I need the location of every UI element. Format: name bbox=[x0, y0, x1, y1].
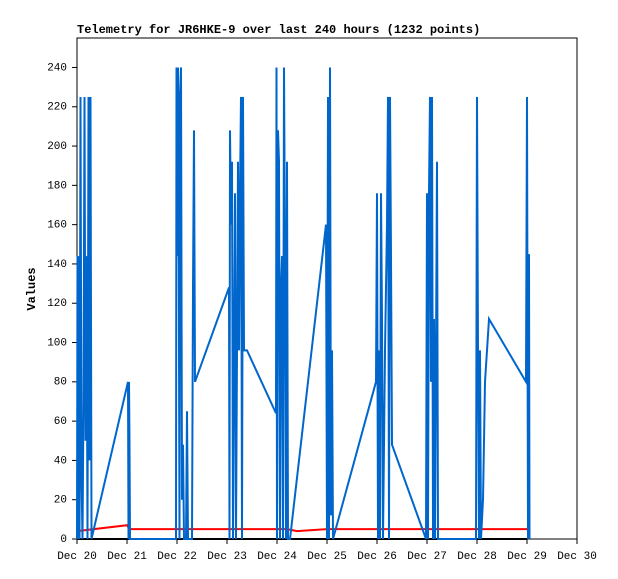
y-tick-label: 240 bbox=[47, 62, 67, 74]
x-tick-label: Dec 30 bbox=[557, 551, 597, 563]
x-tick-label: Dec 29 bbox=[507, 551, 547, 563]
y-tick-label: 120 bbox=[47, 298, 67, 310]
y-tick-label: 60 bbox=[54, 416, 67, 428]
x-tick-label: Dec 21 bbox=[107, 551, 147, 563]
x-tick-label: Dec 27 bbox=[407, 551, 447, 563]
y-tick-label: 220 bbox=[47, 102, 67, 114]
y-tick-label: 0 bbox=[60, 534, 67, 546]
series-line bbox=[76, 67, 531, 540]
x-tick-label: Dec 25 bbox=[307, 551, 347, 563]
y-tick-label: 140 bbox=[47, 259, 67, 271]
y-tick-label: 80 bbox=[54, 377, 67, 389]
y-axis-label: Values bbox=[25, 267, 39, 310]
x-tick-label: Dec 24 bbox=[257, 551, 297, 563]
y-tick-label: 100 bbox=[47, 337, 67, 349]
y-tick-label: 180 bbox=[47, 180, 67, 192]
chart-title: Telemetry for JR6HKE-9 over last 240 hou… bbox=[77, 23, 480, 37]
y-tick-label: 20 bbox=[54, 495, 67, 507]
x-tick-label: Dec 23 bbox=[207, 551, 247, 563]
y-tick-label: 40 bbox=[54, 455, 67, 467]
y-tick-label: 160 bbox=[47, 220, 67, 232]
x-tick-label: Dec 22 bbox=[157, 551, 197, 563]
x-tick-label: Dec 26 bbox=[357, 551, 397, 563]
y-tick-label: 200 bbox=[47, 141, 67, 153]
x-tick-label: Dec 28 bbox=[457, 551, 497, 563]
series-line bbox=[76, 524, 527, 533]
x-tick-label: Dec 20 bbox=[57, 551, 97, 563]
